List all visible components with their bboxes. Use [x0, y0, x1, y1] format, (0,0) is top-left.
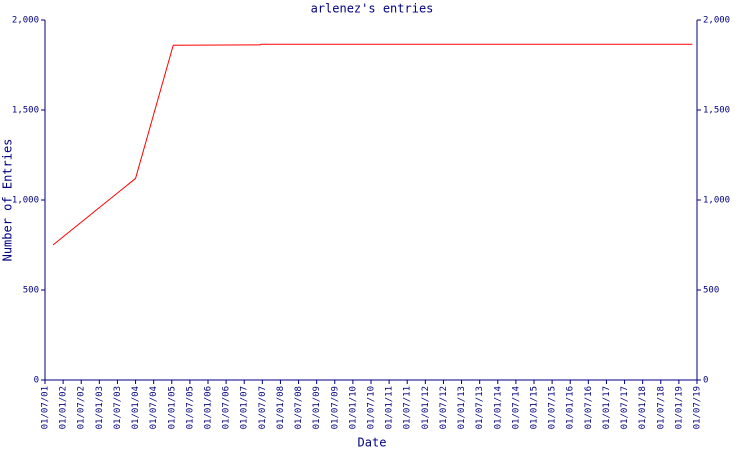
y2-tick-label: 0 [703, 376, 708, 386]
x-tick-label: 01/01/08 [276, 386, 286, 429]
x-tick-label: 01/01/13 [457, 386, 467, 429]
x-tick-label: 01/07/06 [222, 386, 232, 429]
x-tick-label: 01/07/12 [439, 386, 449, 429]
x-tick-label: 01/01/05 [167, 386, 177, 429]
x-tick-label: 01/07/16 [584, 386, 594, 429]
x-tick-label: 01/01/19 [674, 386, 684, 429]
y2-tick-label: 500 [703, 286, 719, 296]
x-tick-label: 01/07/18 [656, 386, 666, 429]
x-tick-label: 01/01/02 [59, 386, 69, 429]
y-tick-label: 0 [34, 376, 39, 386]
x-tick-label: 01/01/12 [421, 386, 431, 429]
x-tick-label: 01/07/02 [77, 386, 87, 429]
x-tick-label: 01/07/13 [475, 386, 485, 429]
y-tick-label: 2,000 [12, 16, 39, 26]
y2-tick-label: 2,000 [703, 16, 730, 26]
x-tick-label: 01/07/11 [403, 386, 413, 429]
y-tick-label: 500 [23, 286, 39, 296]
x-tick-label: 01/07/10 [367, 386, 377, 429]
x-tick-label: 01/01/06 [204, 386, 214, 429]
x-tick-label: 01/07/07 [258, 386, 268, 429]
x-tick-label: 01/07/03 [113, 386, 123, 429]
y-axis-label: Number of Entries [1, 139, 15, 262]
x-tick-label: 01/07/17 [620, 386, 630, 429]
x-tick-label: 01/07/04 [149, 386, 159, 429]
chart-title: arlenez's entries [311, 2, 434, 16]
x-tick-label: 01/01/03 [95, 386, 105, 429]
y-tick-label: 1,500 [12, 106, 39, 116]
x-tick-label: 01/07/05 [185, 386, 195, 429]
y-tick-label: 1,000 [12, 196, 39, 206]
x-tick-label: 01/07/15 [548, 386, 558, 429]
y2-tick-label: 1,000 [703, 196, 730, 206]
x-tick-label: 01/01/14 [493, 386, 503, 429]
x-tick-label: 01/01/10 [348, 386, 358, 429]
x-tick-label: 01/07/19 [693, 386, 703, 429]
x-tick-label: 01/01/07 [240, 386, 250, 429]
x-tick-label: 01/07/09 [330, 386, 340, 429]
x-tick-label: 01/07/14 [511, 386, 521, 429]
x-axis-label: Date [358, 436, 387, 450]
x-tick-label: 01/07/08 [294, 386, 304, 429]
x-tick-label: 01/01/16 [566, 386, 576, 429]
x-tick-label: 01/01/17 [602, 386, 612, 429]
x-tick-label: 01/01/04 [131, 386, 141, 429]
x-tick-label: 01/01/15 [530, 386, 540, 429]
x-tick-label: 01/01/11 [385, 386, 395, 429]
y2-tick-label: 1,500 [703, 106, 730, 116]
data-line [52, 43, 693, 246]
x-tick-label: 01/01/18 [638, 386, 648, 429]
x-tick-label: 01/01/09 [312, 386, 322, 429]
x-tick-label: 01/07/01 [41, 386, 51, 429]
